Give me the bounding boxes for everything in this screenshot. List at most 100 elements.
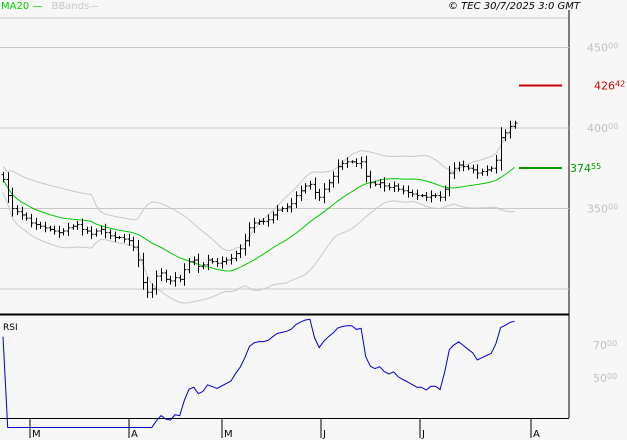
- ohlc-bar: [313, 177, 318, 200]
- ohlc-bar: [368, 170, 373, 189]
- rsi-tick-label: 5000: [593, 372, 617, 385]
- ohlc-bar: [475, 164, 480, 179]
- ohlc-bar: [94, 228, 99, 237]
- ohlc-bar: [48, 225, 53, 232]
- ohlc-bar: [52, 225, 57, 235]
- ohlc-bar: [117, 235, 122, 240]
- ohlc-bar: [285, 203, 290, 213]
- ohlc-bar: [238, 244, 243, 259]
- ohlc-bar: [113, 231, 118, 242]
- ohlc-bar: [173, 272, 178, 287]
- ohlc-bar: [150, 283, 155, 298]
- ohlc-bar: [182, 263, 187, 286]
- ohlc-bar: [43, 221, 48, 233]
- ohlc-bar: [247, 222, 252, 247]
- ohlc-bar: [387, 183, 392, 191]
- ohlc-bar: [433, 193, 438, 199]
- ohlc-bar: [122, 233, 127, 243]
- ohlc-bar: [252, 217, 257, 234]
- ohlc-bar: [424, 191, 429, 201]
- rsi-line: [2, 318, 515, 428]
- x-tick-label: M: [32, 429, 41, 440]
- ohlc-bar: [61, 228, 66, 236]
- ohlc-bar: [396, 183, 401, 192]
- ohlc-bar: [1, 171, 6, 183]
- ohlc-bar: [513, 120, 518, 129]
- ohlc-bar: [410, 189, 415, 197]
- ohlc-bar: [215, 258, 220, 267]
- ohlc-bar: [317, 188, 322, 201]
- ohlc-bar: [220, 256, 225, 269]
- y-tick-label: 35000: [587, 203, 618, 216]
- ohlc-bar: [145, 276, 150, 298]
- ohlc-bar: [382, 177, 387, 192]
- ohlc-bar: [415, 189, 420, 201]
- ohlc-bar: [192, 256, 197, 266]
- ohlc-bar: [29, 213, 34, 228]
- ohlc-bar: [471, 164, 476, 174]
- ohlc-bar: [38, 221, 43, 230]
- ma20-level-label: 37455: [570, 162, 601, 175]
- ohlc-bar: [461, 160, 466, 172]
- ohlc-bar: [340, 160, 345, 170]
- ohlc-bar: [168, 275, 173, 285]
- ohlc-bar: [6, 172, 11, 203]
- ohlc-bar: [443, 185, 448, 201]
- ohlc-bar: [331, 171, 336, 188]
- ohlc-bar: [24, 212, 29, 221]
- ohlc-bar: [406, 185, 411, 198]
- ohlc-bar: [57, 225, 62, 238]
- ohlc-bar: [364, 155, 369, 183]
- ohlc-bar: [210, 258, 215, 264]
- ohlc-bar: [378, 179, 383, 188]
- ohlc-bar: [275, 204, 280, 221]
- ohlc-bar: [10, 187, 15, 217]
- ohlc-bar: [131, 236, 136, 252]
- x-tick-label: M: [224, 429, 233, 440]
- ohlc-bar: [438, 191, 443, 202]
- ohlc-bar: [15, 205, 20, 215]
- ohlc-bar: [71, 224, 76, 230]
- ohlc-bar: [266, 214, 271, 227]
- legend-bbands-swatch: —: [89, 1, 100, 12]
- ohlc-bar: [99, 225, 104, 235]
- ohlc-bar: [499, 127, 504, 171]
- ohlc-bar: [66, 222, 71, 236]
- resistance-level-label: 42642: [594, 79, 625, 92]
- rsi-title: RSI: [3, 323, 18, 333]
- ohlc-bar: [234, 250, 239, 262]
- ohlc-bar: [489, 166, 494, 172]
- ohlc-bar: [196, 253, 201, 273]
- ohlc-bar: [429, 190, 434, 203]
- ohlc-bar: [89, 226, 94, 240]
- x-tick-label: J: [421, 429, 425, 440]
- ohlc-bar: [392, 181, 397, 192]
- ohlc-bar: [503, 129, 508, 142]
- ohlc-bar: [359, 156, 364, 169]
- ohlc-bar: [154, 270, 159, 295]
- ohlc-bar: [457, 161, 462, 172]
- bband-upper-line: [2, 123, 515, 252]
- ohlc-bar: [373, 180, 378, 187]
- ohlc-bar: [336, 159, 341, 184]
- y-tick-label: 45000: [587, 42, 618, 55]
- ohlc-bar: [136, 239, 141, 268]
- ohlc-bar: [280, 206, 285, 213]
- ohlc-bar: [75, 220, 80, 230]
- y-tick-label: 40000: [587, 122, 618, 135]
- ohlc-bar: [187, 258, 192, 274]
- ohlc-bar: [452, 162, 457, 180]
- ohlc-bar: [201, 262, 206, 270]
- ohlc-bar: [350, 160, 355, 164]
- ohlc-bar: [447, 165, 452, 197]
- ohlc-bar: [508, 120, 513, 139]
- ohlc-bar: [354, 158, 359, 168]
- x-tick-label: A: [533, 429, 540, 440]
- ohlc-bar: [229, 253, 234, 265]
- ohlc-bar: [494, 154, 499, 174]
- ohlc-bar: [345, 157, 350, 168]
- ohlc-bar: [80, 218, 85, 236]
- ohlc-bar: [224, 257, 229, 265]
